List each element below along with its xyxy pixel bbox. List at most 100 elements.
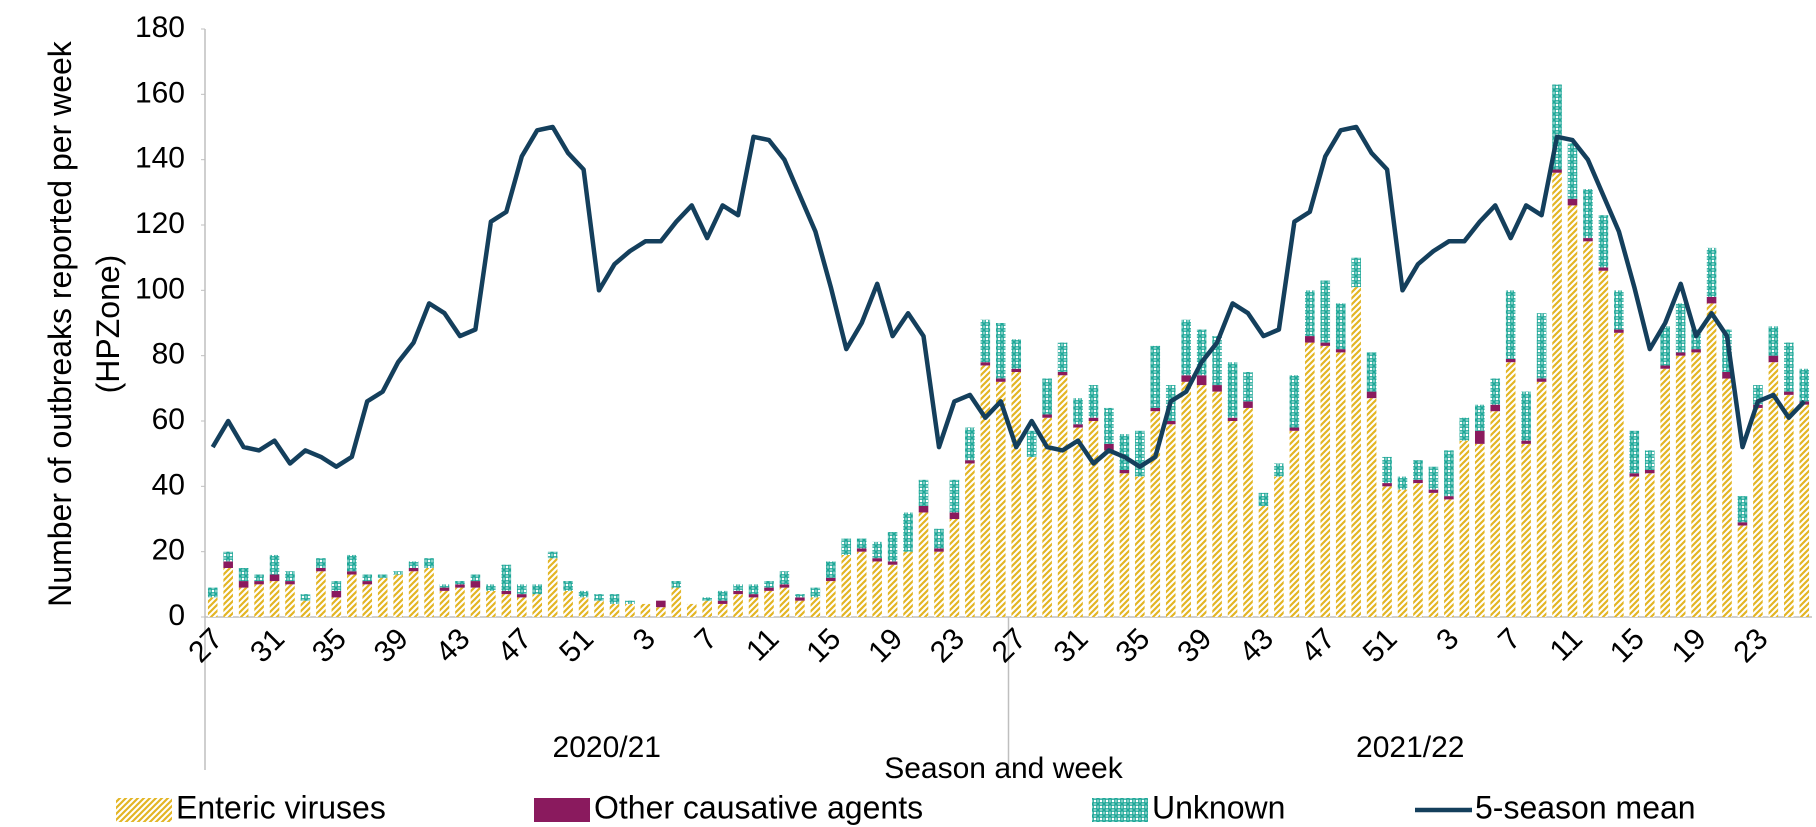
bar-segment (269, 574, 280, 582)
bar-segment (779, 571, 790, 585)
x-tick-label: 19 (862, 622, 909, 669)
bar-segment (1706, 303, 1717, 617)
bar-segment (764, 581, 774, 588)
bar-segment (795, 597, 805, 601)
y-tick-label: 140 (135, 142, 185, 175)
bar-segment (1104, 443, 1114, 451)
bar-segment (965, 463, 975, 617)
bar-segment (965, 427, 975, 461)
bar-segment (408, 561, 419, 568)
bar-segment (362, 581, 373, 585)
x-tick-label: 19 (1666, 622, 1713, 669)
bar-segment (995, 323, 1006, 379)
bar-segment (547, 558, 558, 617)
x-tick-label: 47 (1295, 622, 1342, 669)
bar-segment (1320, 345, 1331, 617)
bar-segment (887, 564, 898, 617)
mean-line (210, 124, 1806, 469)
bar-segment (779, 587, 790, 617)
bar-segment (439, 587, 450, 591)
x-tick-label: 11 (740, 622, 785, 667)
bar-segment (949, 519, 960, 617)
bar-segment (702, 600, 712, 617)
bar-segment (764, 587, 774, 591)
bar-segment (594, 594, 604, 601)
bar-segment (393, 574, 403, 617)
x-tick-label: 11 (1544, 622, 1589, 667)
bar-segment (1335, 349, 1346, 353)
bar-segment (1011, 339, 1022, 369)
bar-segment (1459, 440, 1470, 617)
bar-segment (516, 597, 527, 617)
bar-segment (995, 381, 1006, 617)
legend-swatch (1092, 798, 1148, 822)
bar-segment (1382, 483, 1392, 487)
bar-segment (594, 600, 604, 617)
x-tick-label: 51 (1357, 622, 1404, 669)
bar-segment (980, 362, 991, 366)
y-tick-label: 120 (135, 207, 185, 240)
x-tick-label: 3 (627, 622, 662, 657)
bar-segment (1660, 368, 1670, 617)
bar-segment (1722, 372, 1732, 379)
bar-segment (408, 568, 419, 572)
bar-segment (1444, 450, 1454, 497)
bar-segment (1413, 483, 1423, 617)
x-tick-label: 23 (1728, 622, 1775, 669)
bar-segment (223, 568, 233, 617)
bar-segment (1567, 198, 1578, 206)
bar-segment (1042, 378, 1052, 415)
season-label: 2021/22 (1356, 731, 1464, 764)
bar-segment (1026, 430, 1037, 457)
bar-segment (1196, 375, 1207, 386)
bar-segment (1552, 84, 1562, 170)
bar-segment (1274, 463, 1284, 477)
bar-segment (1567, 143, 1578, 199)
bar-segment (733, 590, 743, 595)
bar-segment (578, 597, 589, 617)
bar-segment (254, 584, 264, 617)
bar-segment (285, 584, 295, 617)
bar-segment (1212, 391, 1222, 617)
bar-segment (1644, 470, 1655, 474)
bar-segment (1243, 372, 1253, 402)
bar-segment (1644, 473, 1655, 617)
bar-segment (1227, 421, 1238, 617)
bar-segment (1490, 404, 1501, 412)
bar-segment (362, 584, 373, 617)
legend-label: Unknown (1152, 789, 1285, 825)
bar-segment (1351, 257, 1361, 288)
x-tick-label: 47 (491, 622, 538, 669)
bar-segment (1768, 355, 1779, 363)
bar-segment (1444, 499, 1454, 617)
bar-segment (1227, 362, 1238, 418)
bar-segment (1753, 385, 1763, 405)
bar-segment (393, 571, 403, 575)
bar-segment (1088, 417, 1099, 421)
bar-segment (1583, 189, 1593, 239)
bar-segment (501, 590, 512, 595)
x-tick-label: 43 (1233, 622, 1280, 669)
bar-segment (671, 587, 682, 617)
bar-segment (439, 590, 450, 617)
bar-segment (1305, 342, 1315, 617)
bar-segment (1135, 476, 1145, 617)
bar-segment (1706, 247, 1717, 297)
bar-segment (269, 581, 280, 617)
bar-segment (717, 603, 728, 617)
bar-segment (1660, 365, 1670, 369)
bar-segment (362, 574, 373, 582)
bar-segment (1042, 414, 1052, 418)
bar-segment (1073, 424, 1083, 428)
bar-segment (1583, 241, 1593, 618)
bar-segment (1057, 342, 1068, 372)
bar-segment (1474, 404, 1485, 431)
bar-segment (795, 594, 805, 598)
bar-segment (269, 554, 280, 575)
bar-segment (1057, 372, 1068, 376)
bar-segment (347, 554, 357, 572)
bar-segment (1088, 385, 1099, 418)
bar-segment (856, 551, 867, 617)
bar-segment (1366, 352, 1377, 392)
bar-segment (1165, 421, 1176, 425)
